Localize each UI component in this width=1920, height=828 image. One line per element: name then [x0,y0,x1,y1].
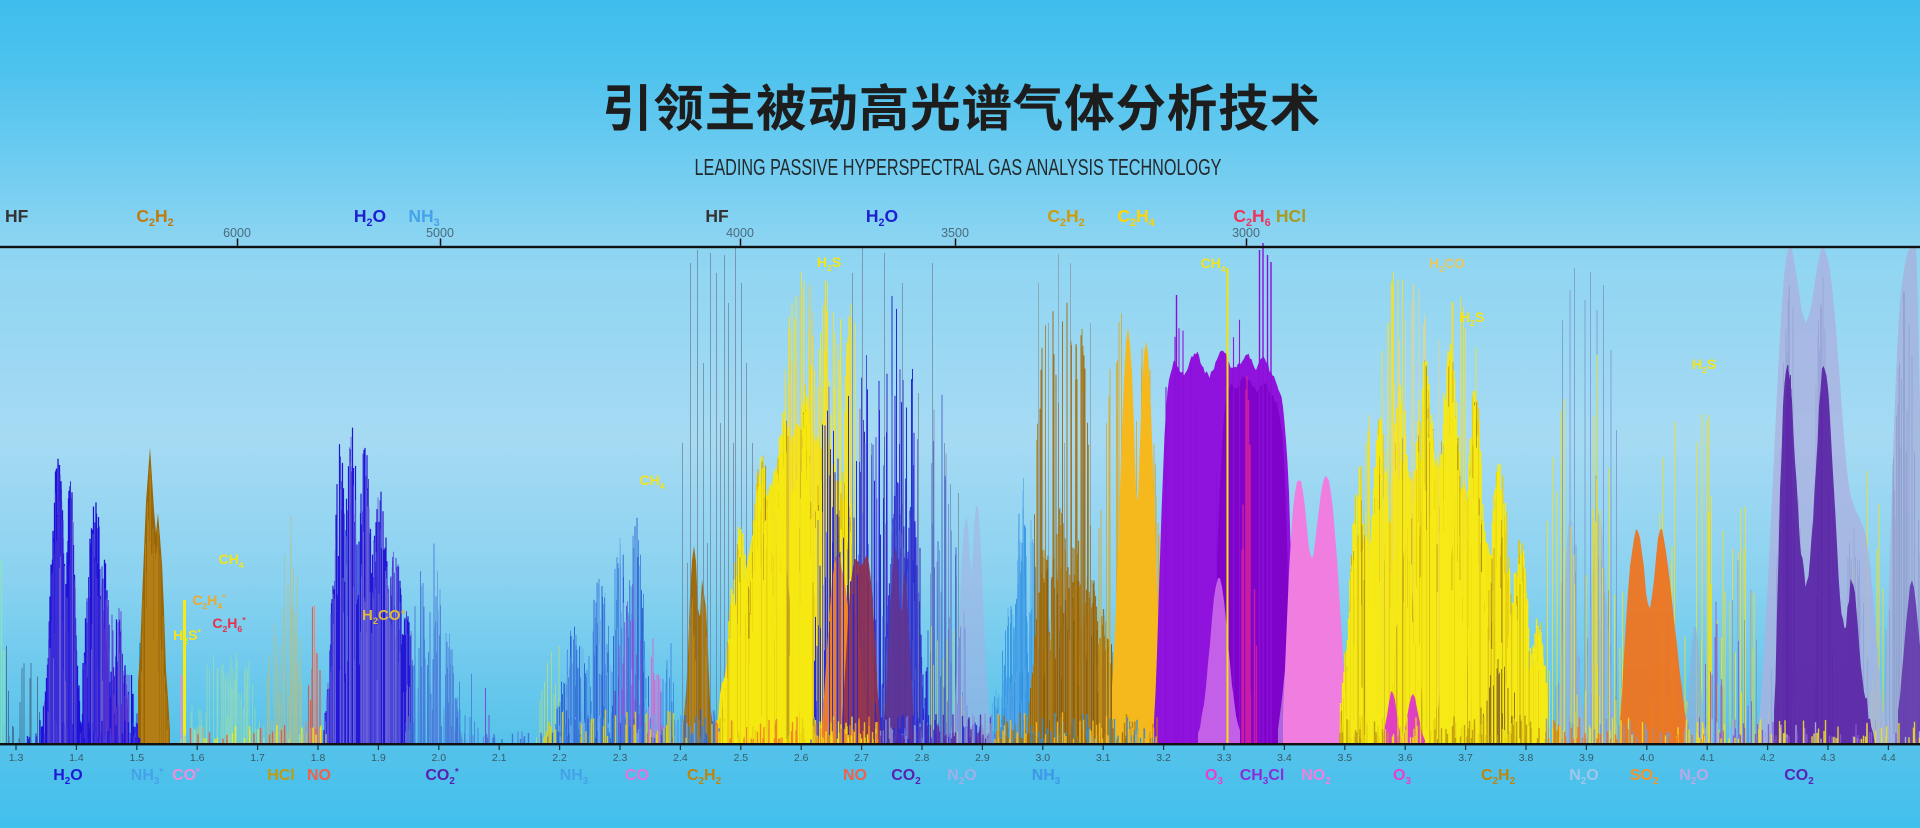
svg-text:CO2: CO2 [891,767,921,787]
svg-text:1.6: 1.6 [190,752,205,764]
svg-text:C2H2: C2H2 [1047,206,1084,229]
svg-text:H2O: H2O [53,767,83,787]
svg-text:3.4: 3.4 [1277,752,1292,764]
svg-text:2.9: 2.9 [975,752,990,764]
svg-text:NO2: NO2 [1301,767,1331,787]
svg-text:C2H6*: C2H6* [212,615,246,634]
svg-text:2.8: 2.8 [915,752,930,764]
svg-text:H2CO+: H2CO+ [362,607,407,626]
svg-text:2.3: 2.3 [613,752,628,764]
svg-text:NO: NO [307,767,331,784]
svg-text:3.6: 3.6 [1398,752,1413,764]
svg-text:C2H4: C2H4 [1117,206,1154,229]
svg-text:N2O: N2O [1679,767,1709,787]
svg-text:CO: CO [625,767,649,784]
svg-text:H2O: H2O [866,206,898,229]
svg-text:4.0: 4.0 [1639,752,1654,764]
svg-text:2.1: 2.1 [492,752,507,764]
svg-text:CO*: CO* [172,767,200,784]
svg-text:1.4: 1.4 [69,752,84,764]
svg-text:3.3: 3.3 [1217,752,1232,764]
svg-text:2.4: 2.4 [673,752,688,764]
svg-text:CH4: CH4 [218,551,243,570]
svg-text:SO2: SO2 [1630,767,1659,787]
svg-text:HF: HF [5,206,29,226]
svg-text:C2H6: C2H6 [1233,206,1270,229]
svg-text:3000: 3000 [1232,226,1260,240]
svg-text:HF: HF [705,206,729,226]
svg-text:O3: O3 [1393,767,1411,787]
svg-text:1.3: 1.3 [9,752,24,764]
svg-text:N2O: N2O [1569,767,1599,787]
svg-text:NH3: NH3 [1032,767,1061,787]
svg-text:H2S*: H2S* [173,627,201,646]
svg-text:C2H2: C2H2 [687,767,722,787]
svg-text:H2S: H2S [1692,356,1716,375]
svg-text:CH4: CH4 [639,472,664,491]
svg-text:HCl: HCl [267,767,295,784]
svg-text:2.7: 2.7 [854,752,869,764]
svg-text:NH3: NH3 [560,767,589,787]
svg-text:4.2: 4.2 [1760,752,1775,764]
svg-text:1.5: 1.5 [129,752,144,764]
svg-text:6000: 6000 [223,226,251,240]
svg-text:H2S: H2S [817,254,841,273]
svg-text:C2H4*: C2H4* [192,592,226,611]
svg-text:2.5: 2.5 [733,752,748,764]
svg-text:3.0: 3.0 [1035,752,1050,764]
svg-text:NH3: NH3 [408,206,439,229]
svg-text:CH3Cl: CH3Cl [1240,767,1285,787]
svg-text:1.7: 1.7 [250,752,265,764]
svg-text:H2S: H2S [1460,309,1484,328]
svg-text:LEADING PASSIVE HYPERSPECTRAL: LEADING PASSIVE HYPERSPECTRAL GAS ANALYS… [695,154,1222,180]
svg-text:2.6: 2.6 [794,752,809,764]
svg-text:3.1: 3.1 [1096,752,1111,764]
svg-text:H2O: H2O [354,206,386,229]
svg-text:NO: NO [843,767,867,784]
svg-text:5000: 5000 [426,226,454,240]
svg-text:3500: 3500 [941,226,969,240]
svg-text:3.7: 3.7 [1458,752,1473,764]
svg-text:4000: 4000 [726,226,754,240]
svg-text:3.2: 3.2 [1156,752,1171,764]
svg-text:HCl: HCl [1276,206,1306,226]
svg-text:1.8: 1.8 [311,752,326,764]
svg-text:2.2: 2.2 [552,752,567,764]
svg-text:4.3: 4.3 [1821,752,1836,764]
svg-text:3.8: 3.8 [1519,752,1534,764]
svg-text:3.5: 3.5 [1337,752,1352,764]
svg-text:CH4: CH4 [1200,255,1225,274]
svg-text:2.0: 2.0 [431,752,446,764]
svg-text:C2H2: C2H2 [136,206,173,229]
svg-text:4.4: 4.4 [1881,752,1896,764]
svg-text:3.9: 3.9 [1579,752,1594,764]
svg-text:CO2*: CO2* [425,767,459,787]
svg-text:H2CO: H2CO [1429,255,1465,274]
svg-text:1.9: 1.9 [371,752,386,764]
svg-text:N2O: N2O [947,767,977,787]
svg-text:4.1: 4.1 [1700,752,1715,764]
svg-text:CO2: CO2 [1784,767,1814,787]
svg-text:C2H2: C2H2 [1481,767,1516,787]
svg-text:O3: O3 [1205,767,1223,787]
svg-text:NH3*: NH3* [131,767,164,787]
